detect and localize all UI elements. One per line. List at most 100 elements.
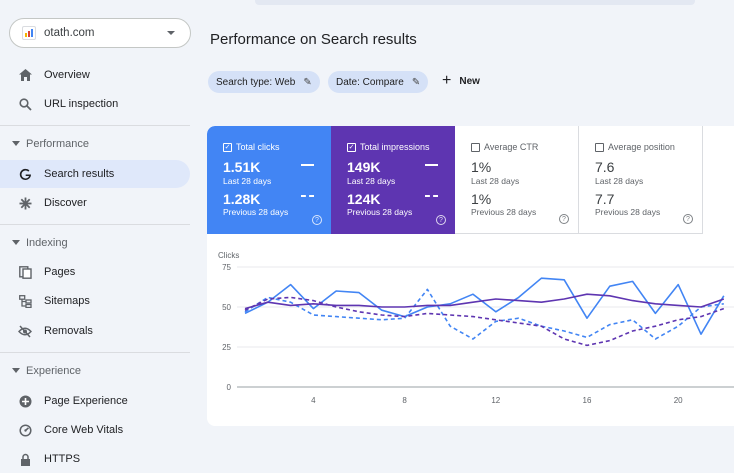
metric-period-current: Last 28 days [347, 176, 396, 186]
metric-tile-ctr[interactable]: Average CTR 1% Last 28 days 1% Previous … [455, 126, 579, 234]
lock-icon [18, 452, 32, 466]
metric-label: Total impressions [360, 142, 430, 152]
divider [0, 125, 190, 126]
main-content: Performance on Search results Search typ… [200, 0, 734, 460]
filter-chip-date[interactable]: Date: Compare ✎ [328, 71, 429, 93]
nav-item-search-results[interactable]: Search results [0, 160, 190, 188]
nav-item-core-web-vitals[interactable]: Core Web Vitals [0, 416, 190, 444]
property-name: otath.com [44, 27, 95, 39]
section-label: Performance [26, 138, 89, 150]
divider [0, 224, 190, 225]
series-line-impressions-current [244, 293, 725, 310]
help-icon[interactable]: ? [559, 214, 569, 224]
metric-label: Average position [608, 142, 675, 152]
collapse-triangle-icon [12, 141, 20, 146]
y-tick-label: 75 [222, 263, 231, 272]
logo-bar-1 [25, 33, 27, 37]
page-title: Performance on Search results [210, 31, 417, 48]
x-tick-label: 4 [311, 396, 316, 405]
metric-period-previous: Previous 28 days [223, 207, 289, 217]
metric-period-current: Last 28 days [471, 176, 520, 186]
page-experience-icon [18, 394, 32, 408]
nav-item-page-experience[interactable]: Page Experience [0, 387, 190, 415]
nav-item-removals[interactable]: Removals [0, 317, 190, 345]
nav-label: Page Experience [44, 395, 128, 407]
nav-label: Overview [44, 69, 90, 81]
nav-label: Sitemaps [44, 295, 90, 307]
metric-value-previous: 1.28K [223, 191, 261, 207]
nav-label: Pages [44, 266, 76, 278]
search-icon [18, 97, 32, 111]
nav-item-https[interactable]: HTTPS [0, 445, 190, 473]
metric-period-previous: Previous 28 days [471, 207, 537, 217]
metric-tile-position[interactable]: Average position 7.6 Last 28 days 7.7 Pr… [579, 126, 703, 234]
section-label: Experience [26, 365, 82, 377]
collapse-triangle-icon [12, 368, 20, 373]
help-icon[interactable]: ? [436, 215, 446, 225]
metric-tile-impressions[interactable]: ✓ Total impressions 149K Last 28 days 12… [331, 126, 455, 234]
filter-chip-search-type[interactable]: Search type: Web ✎ [208, 71, 320, 93]
nav-item-overview[interactable]: Overview [0, 61, 190, 89]
metric-period-previous: Previous 28 days [347, 207, 413, 217]
filter-chip-label: Date: Compare [336, 76, 404, 88]
y-axis-label: Clicks [218, 251, 239, 260]
series-line-clicks-previous [244, 288, 724, 340]
metric-value-current: 7.6 [595, 159, 615, 175]
gauge-icon [18, 423, 32, 437]
y-tick-label: 0 [227, 383, 232, 392]
nav-label: Search results [44, 168, 115, 180]
nav-item-sitemaps[interactable]: Sitemaps [0, 287, 190, 315]
plus-icon: + [442, 72, 452, 89]
nav-label: URL inspection [44, 98, 119, 110]
filter-chip-label: Search type: Web [216, 76, 296, 88]
logo-bar-3 [31, 29, 33, 37]
collapse-triangle-icon [12, 240, 20, 245]
checkbox-checked-icon[interactable]: ✓ [347, 143, 356, 152]
nav-item-url-inspection[interactable]: URL inspection [0, 90, 190, 118]
divider [0, 352, 190, 353]
top-bar [255, 0, 695, 5]
nav-label: Removals [44, 325, 93, 337]
nav-item-discover[interactable]: Discover [0, 189, 190, 217]
nav-label: Discover [44, 197, 87, 209]
section-label: Indexing [26, 237, 68, 249]
solid-line-legend-icon [301, 164, 314, 166]
pencil-icon: ✎ [411, 76, 421, 88]
metric-value-previous: 1% [471, 191, 492, 207]
sidebar: otath.com Overview URL inspection Perfor… [0, 0, 200, 466]
checkbox-unchecked-icon[interactable] [595, 143, 604, 152]
pencil-icon: ✎ [303, 76, 312, 88]
metric-period-previous: Previous 28 days [595, 207, 661, 217]
help-icon[interactable]: ? [683, 214, 693, 224]
asterisk-icon [18, 196, 32, 210]
help-icon[interactable]: ? [312, 215, 322, 225]
section-performance[interactable]: Performance [0, 135, 190, 155]
performance-card: ✓ Total clicks 1.51K Last 28 days 1.28K … [207, 126, 734, 426]
checkbox-checked-icon[interactable]: ✓ [223, 143, 232, 152]
dashed-line-legend-icon [425, 195, 438, 197]
clicks-line-chart[interactable]: Clicks 0 25 50 75 4 8 12 16 20 [207, 234, 734, 426]
pages-icon [18, 265, 32, 279]
chevron-down-icon [167, 31, 175, 35]
logo-bar-2 [28, 31, 30, 37]
home-icon [18, 68, 32, 82]
section-indexing[interactable]: Indexing [0, 234, 190, 254]
nav-label: Core Web Vitals [44, 424, 124, 436]
eye-off-icon [18, 324, 32, 338]
sitemap-icon [18, 294, 32, 308]
x-tick-label: 8 [402, 396, 407, 405]
property-selector[interactable]: otath.com [9, 18, 191, 48]
metric-tile-clicks[interactable]: ✓ Total clicks 1.51K Last 28 days 1.28K … [207, 126, 331, 234]
y-tick-label: 50 [222, 303, 231, 312]
new-filter-button[interactable]: + New [442, 72, 480, 89]
metric-period-current: Last 28 days [223, 176, 272, 186]
y-tick-label: 25 [222, 343, 231, 352]
metric-label: Average CTR [484, 142, 539, 152]
checkbox-unchecked-icon[interactable] [471, 143, 480, 152]
metric-value-previous: 124K [347, 191, 381, 207]
metric-value-current: 1.51K [223, 159, 261, 175]
section-experience[interactable]: Experience [0, 362, 190, 382]
metric-period-current: Last 28 days [595, 176, 644, 186]
nav-item-pages[interactable]: Pages [0, 258, 190, 286]
google-g-icon [18, 167, 32, 181]
